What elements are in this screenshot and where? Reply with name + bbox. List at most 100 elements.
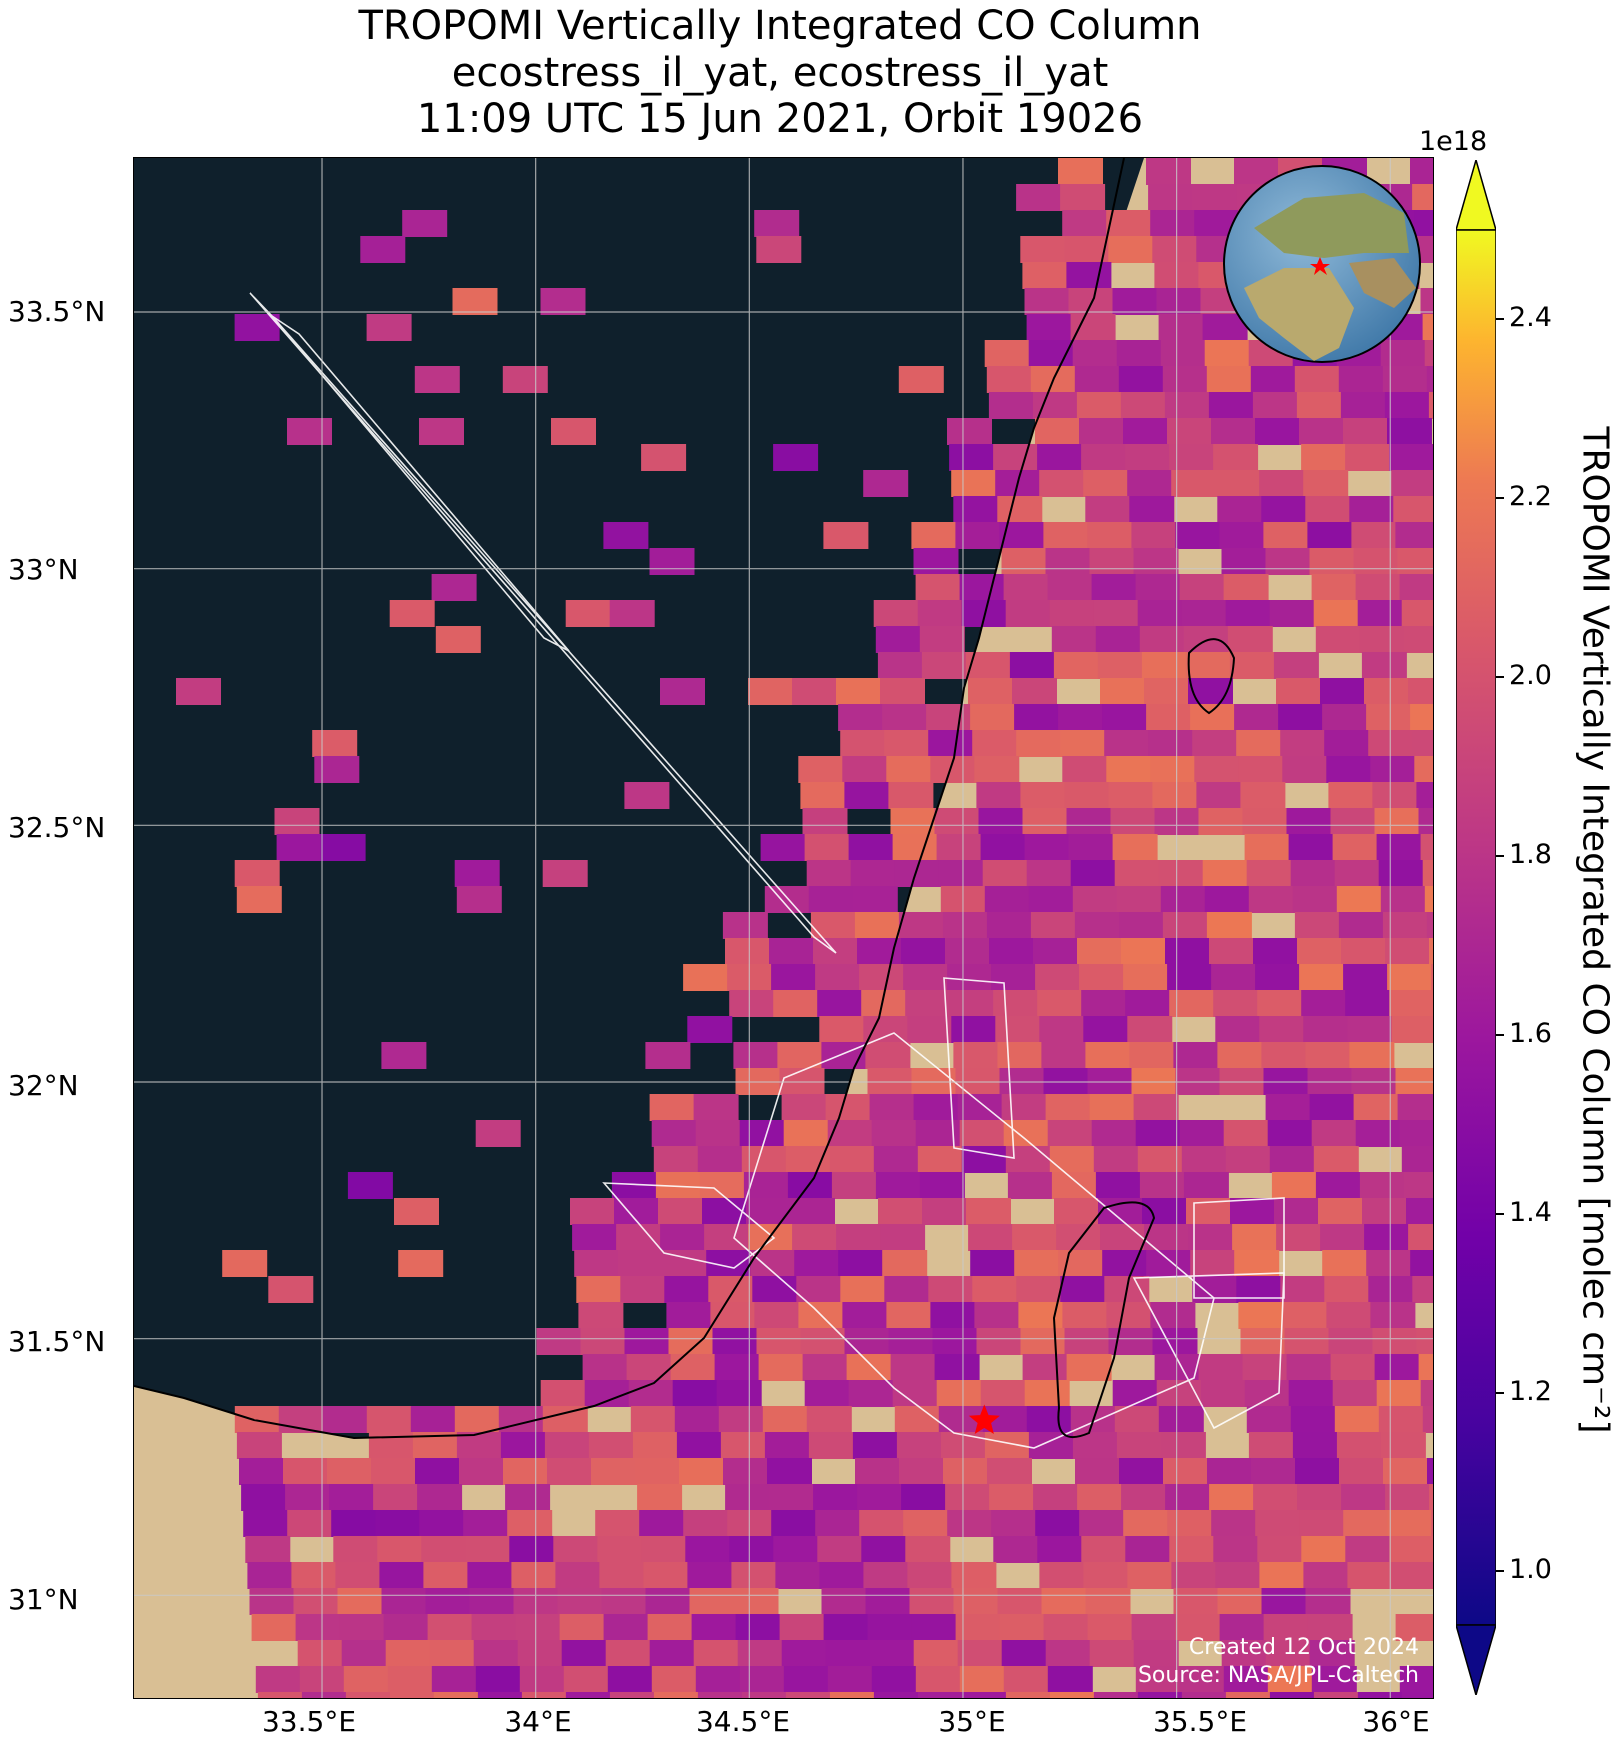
co-pixel — [802, 808, 848, 835]
co-pixel — [951, 470, 997, 497]
co-pixel — [693, 1094, 739, 1121]
co-pixel — [836, 678, 881, 705]
co-pixel — [1100, 678, 1145, 705]
co-pixel — [471, 1614, 517, 1641]
co-pixel — [986, 366, 1032, 393]
co-pixel — [1125, 444, 1171, 471]
co-pixel — [576, 1276, 622, 1303]
co-pixel — [176, 678, 221, 705]
co-pixel — [959, 1666, 1005, 1693]
ecostress-swath-west — [602, 1182, 776, 1269]
co-pixel — [505, 1484, 551, 1511]
co-pixel — [239, 1458, 284, 1485]
co-pixel — [1324, 1276, 1370, 1303]
co-pixel — [1380, 340, 1426, 367]
co-pixel — [1223, 574, 1269, 601]
co-pixel — [1077, 1484, 1123, 1511]
co-pixel — [1194, 756, 1240, 783]
co-pixel — [1296, 392, 1342, 419]
co-pixel — [274, 808, 320, 835]
co-pixel — [1309, 548, 1355, 575]
co-pixel — [1391, 1562, 1433, 1589]
co-pixel — [1047, 1666, 1093, 1693]
ecostress-swath-lake — [1193, 1197, 1285, 1299]
co-pixel — [754, 1302, 800, 1329]
co-pixel — [1261, 1042, 1307, 1069]
co-pixel — [947, 418, 992, 445]
co-pixel — [1343, 1510, 1389, 1537]
co-pixel — [773, 1536, 819, 1563]
co-pixel — [293, 1588, 339, 1615]
co-pixel — [341, 1640, 387, 1667]
co-pixel — [366, 1406, 412, 1433]
co-pixel — [1039, 1562, 1085, 1589]
co-pixel — [1303, 1016, 1349, 1043]
co-pixel — [919, 1172, 965, 1199]
co-pixel — [1043, 1614, 1089, 1641]
co-pixel — [1280, 730, 1326, 757]
co-pixel — [1054, 1198, 1099, 1225]
co-pixel — [379, 1562, 425, 1589]
co-pixel — [1211, 964, 1257, 991]
co-pixel — [1248, 1432, 1294, 1459]
co-pixel — [972, 1276, 1018, 1303]
co-pixel — [1039, 470, 1085, 497]
co-pixel — [1391, 470, 1433, 497]
co-pixel — [821, 1588, 867, 1615]
co-pixel — [1370, 756, 1416, 783]
co-pixel — [1341, 938, 1386, 965]
co-pixel — [381, 1588, 427, 1615]
co-pixel — [542, 860, 588, 887]
co-pixel — [1244, 834, 1290, 861]
co-pixel — [1406, 1198, 1433, 1225]
co-pixel — [1240, 1328, 1286, 1355]
co-pixel — [1066, 808, 1112, 835]
co-pixel — [1171, 1562, 1217, 1589]
co-pixel — [1253, 938, 1298, 965]
co-pixel — [894, 1406, 940, 1433]
co-pixel — [1341, 1484, 1387, 1511]
co-pixel — [1431, 1510, 1433, 1537]
co-pixel — [431, 574, 477, 601]
co-pixel — [1022, 1354, 1068, 1381]
co-pixel — [1401, 600, 1433, 627]
co-pixel — [817, 990, 863, 1017]
co-pixel — [785, 1146, 831, 1173]
co-pixel — [1129, 496, 1175, 523]
co-pixel — [1123, 1510, 1169, 1537]
co-pixel — [1089, 548, 1135, 575]
co-pixel — [767, 1458, 812, 1485]
co-pixel — [997, 1588, 1043, 1615]
co-pixel — [1070, 314, 1116, 341]
credit-text: Created 12 Oct 2024 Source: NASA/JPL-Cal… — [1138, 1634, 1419, 1690]
co-pixel — [714, 1354, 760, 1381]
co-pixel — [762, 1406, 808, 1433]
co-pixel — [1393, 496, 1433, 523]
co-pixel — [976, 1328, 1022, 1355]
co-pixel — [1200, 1380, 1246, 1407]
co-pixel — [859, 1510, 905, 1537]
co-pixel — [1116, 1432, 1162, 1459]
co-pixel — [1058, 704, 1104, 731]
co-pixel — [431, 1666, 477, 1693]
co-pixel — [257, 1692, 303, 1698]
co-pixel — [1426, 366, 1433, 393]
co-pixel — [1376, 834, 1422, 861]
co-pixel — [764, 886, 810, 913]
co-pixel — [509, 1536, 555, 1563]
co-pixel — [1292, 1432, 1338, 1459]
co-pixel — [1156, 288, 1202, 315]
co-pixel — [852, 1432, 898, 1459]
co-pixel — [1051, 626, 1097, 653]
co-pixel — [907, 1016, 953, 1043]
co-pixel — [947, 964, 993, 991]
co-pixel — [1334, 860, 1380, 887]
co-pixel — [1380, 1432, 1426, 1459]
co-pixel — [672, 1380, 718, 1407]
co-pixel — [456, 1432, 502, 1459]
co-pixel — [987, 1458, 1032, 1485]
co-pixel — [1269, 1692, 1315, 1698]
co-pixel — [1221, 548, 1267, 575]
co-pixel — [618, 1250, 664, 1277]
co-pixel — [1083, 1562, 1129, 1589]
